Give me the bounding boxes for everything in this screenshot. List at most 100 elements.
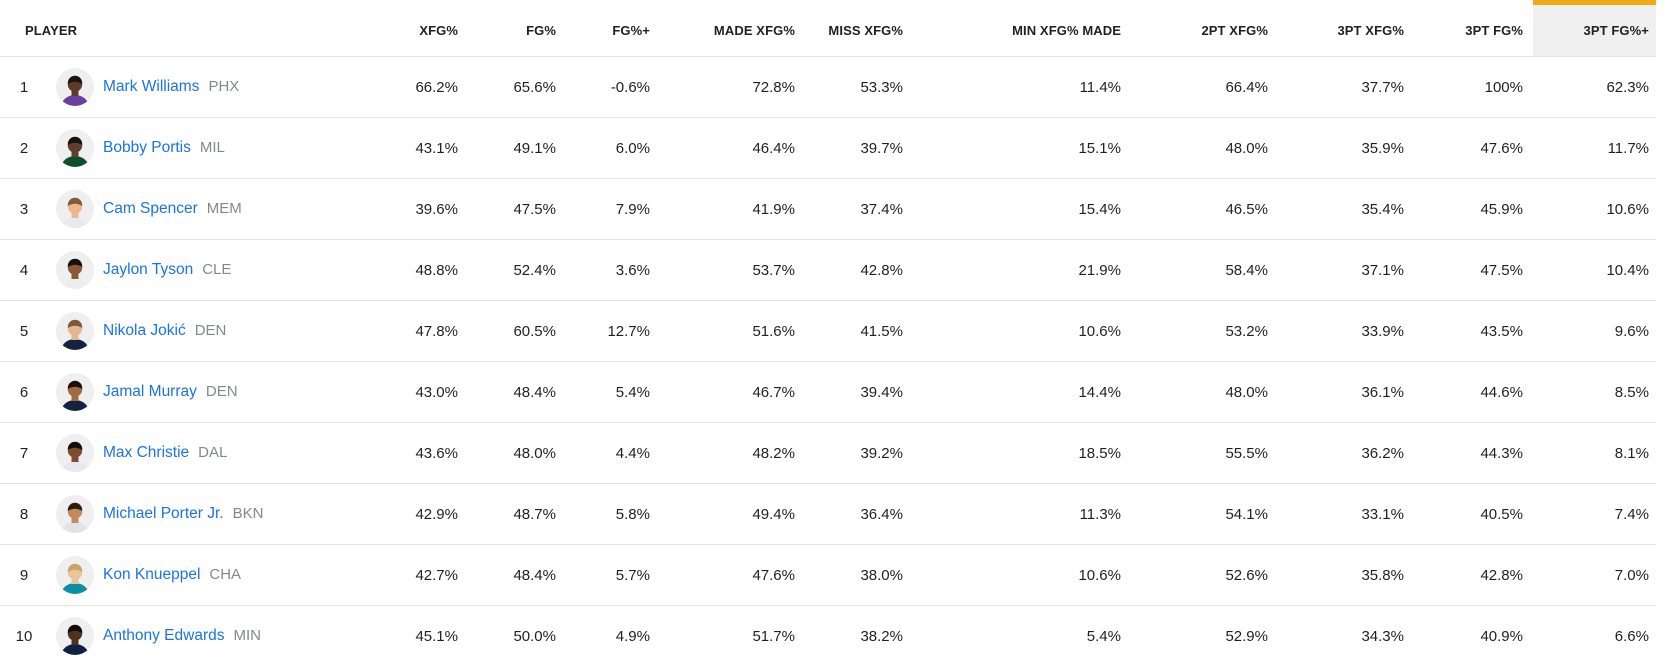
team-abbreviation: MIL (199, 139, 225, 156)
stat-xfg: 43.0% (308, 361, 462, 423)
player-avatar[interactable] (56, 190, 94, 228)
player-name-link[interactable]: Jamal Murray (103, 383, 197, 400)
player-rank: 9 (0, 544, 48, 606)
player-name-link[interactable]: Bobby Portis (103, 139, 191, 156)
stat-2pt-xfg: 54.1% (1129, 483, 1272, 545)
player-cell: Jaylon Tyson CLE (102, 239, 308, 301)
table-row: 2 Bobby Portis MIL 43.1% 49.1% 6.0% 46.4%… (0, 117, 1656, 179)
player-avatar-cell (48, 605, 102, 662)
stat-2pt-xfg: 52.9% (1129, 605, 1272, 662)
stat-fg: 48.0% (462, 422, 560, 484)
stat-made-xfg: 72.8% (654, 56, 799, 118)
stat-3pt-fg: 42.8% (1406, 544, 1533, 606)
player-cell: Kon Knueppel CHA (102, 544, 308, 606)
stat-2pt-xfg: 46.5% (1129, 178, 1272, 240)
stat-3pt-xfg: 36.1% (1272, 361, 1406, 423)
player-name-link[interactable]: Cam Spencer (103, 200, 198, 217)
table-row: 5 Nikola Jokić DEN 47.8% 60.5% 12.7% 51.6… (0, 300, 1656, 362)
stat-3pt-xfg: 36.2% (1272, 422, 1406, 484)
stat-min-xfg-made: 11.3% (907, 483, 1129, 545)
player-cell: Jamal Murray DEN (102, 361, 308, 423)
stat-3pt-xfg: 35.9% (1272, 117, 1406, 179)
stat-miss-xfg: 39.7% (799, 117, 907, 179)
stat-fg: 47.5% (462, 178, 560, 240)
stat-min-xfg-made: 18.5% (907, 422, 1129, 484)
column-header-3pt-fg[interactable]: 3PT FG% (1406, 2, 1533, 57)
player-cell: Nikola Jokić DEN (102, 300, 308, 362)
column-header-xfg[interactable]: XFG% (308, 2, 462, 57)
player-avatar[interactable] (56, 495, 94, 533)
stat-3pt-fg: 47.5% (1406, 239, 1533, 301)
stat-xfg: 47.8% (308, 300, 462, 362)
player-avatar-cell (48, 544, 102, 606)
player-avatar[interactable] (56, 617, 94, 655)
stat-2pt-xfg: 52.6% (1129, 544, 1272, 606)
stat-2pt-xfg: 55.5% (1129, 422, 1272, 484)
stat-fg-plus: -0.6% (560, 56, 654, 118)
player-avatar[interactable] (56, 373, 94, 411)
column-header-3pt-fg-plus[interactable]: 3PT FG%+ (1533, 0, 1656, 57)
player-name-link[interactable]: Michael Porter Jr. (103, 505, 224, 522)
stat-3pt-xfg: 33.9% (1272, 300, 1406, 362)
column-header-miss-xfg[interactable]: MISS XFG% (799, 2, 907, 57)
player-avatar-cell (48, 483, 102, 545)
stat-made-xfg: 47.6% (654, 544, 799, 606)
stat-xfg: 66.2% (308, 56, 462, 118)
player-cell: Anthony Edwards MIN (102, 605, 308, 662)
player-avatar[interactable] (56, 129, 94, 167)
player-avatar-cell (48, 239, 102, 301)
stat-2pt-xfg: 48.0% (1129, 117, 1272, 179)
stat-miss-xfg: 42.8% (799, 239, 907, 301)
stat-3pt-fg: 44.6% (1406, 361, 1533, 423)
stat-xfg: 43.6% (308, 422, 462, 484)
player-rank: 10 (0, 605, 48, 662)
stat-fg: 48.4% (462, 544, 560, 606)
stat-fg-plus: 5.4% (560, 361, 654, 423)
player-name-link[interactable]: Mark Williams (103, 78, 200, 95)
stat-fg-plus: 5.8% (560, 483, 654, 545)
team-abbreviation: MEM (206, 200, 242, 217)
column-header-fg[interactable]: FG% (462, 2, 560, 57)
stat-xfg: 45.1% (308, 605, 462, 662)
player-rank: 3 (0, 178, 48, 240)
column-header-2pt-xfg[interactable]: 2PT XFG% (1129, 2, 1272, 57)
table-row: 1 Mark Williams PHX 66.2% 65.6% -0.6% 72.… (0, 56, 1656, 118)
stat-made-xfg: 46.4% (654, 117, 799, 179)
player-avatar[interactable] (56, 312, 94, 350)
stat-xfg: 42.7% (308, 544, 462, 606)
player-name-link[interactable]: Nikola Jokić (103, 322, 186, 339)
stat-3pt-fg: 45.9% (1406, 178, 1533, 240)
stat-3pt-fg-plus: 7.4% (1533, 483, 1656, 545)
stat-fg-plus: 6.0% (560, 117, 654, 179)
stat-fg: 60.5% (462, 300, 560, 362)
player-avatar-cell (48, 422, 102, 484)
team-abbreviation: BKN (232, 505, 264, 522)
column-header-fg-plus[interactable]: FG%+ (560, 2, 654, 57)
table-row: 10 Anthony Edwards MIN 45.1% 50.0% 4.9% 5… (0, 605, 1656, 662)
team-abbreviation: PHX (208, 78, 240, 95)
column-header-made-xfg[interactable]: MADE XFG% (654, 2, 799, 57)
stat-2pt-xfg: 58.4% (1129, 239, 1272, 301)
player-headshot-icon (56, 251, 94, 289)
column-header-player[interactable]: PLAYER (0, 2, 308, 57)
player-name-link[interactable]: Max Christie (103, 444, 190, 461)
stat-3pt-fg-plus: 62.3% (1533, 56, 1656, 118)
player-name-link[interactable]: Kon Knueppel (103, 566, 201, 583)
column-header-min-xfg-made[interactable]: MIN XFG% MADE (907, 2, 1129, 57)
player-avatar[interactable] (56, 68, 94, 106)
player-name-link[interactable]: Anthony Edwards (103, 627, 225, 644)
stat-3pt-fg-plus: 11.7% (1533, 117, 1656, 179)
player-headshot-icon (56, 373, 94, 411)
stat-min-xfg-made: 14.4% (907, 361, 1129, 423)
stat-miss-xfg: 37.4% (799, 178, 907, 240)
column-header-3pt-xfg[interactable]: 3PT XFG% (1272, 2, 1406, 57)
player-avatar[interactable] (56, 251, 94, 289)
player-name-link[interactable]: Jaylon Tyson (103, 261, 194, 278)
player-rank: 8 (0, 483, 48, 545)
player-avatar[interactable] (56, 434, 94, 472)
stat-3pt-fg-plus: 10.6% (1533, 178, 1656, 240)
player-avatar[interactable] (56, 556, 94, 594)
stat-fg-plus: 3.6% (560, 239, 654, 301)
stat-made-xfg: 53.7% (654, 239, 799, 301)
stat-3pt-fg: 100% (1406, 56, 1533, 118)
